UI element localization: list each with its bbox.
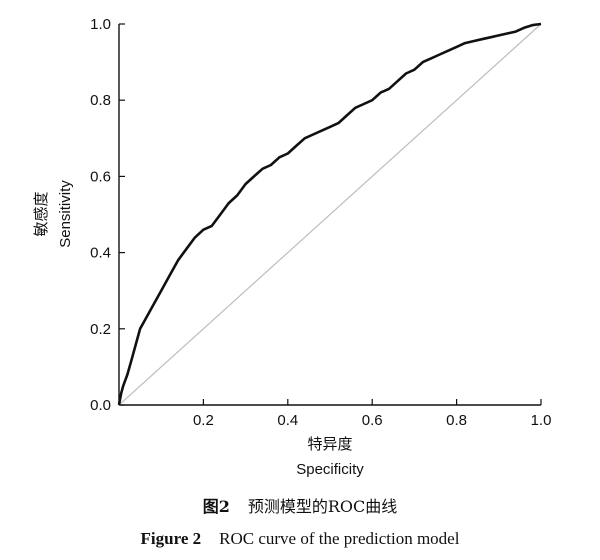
y-tick-label: 1.0 (90, 16, 111, 33)
roc-curve-line (117, 22, 542, 406)
caption-cn-text: 预测模型的ROC曲线 (248, 497, 397, 516)
axes (118, 24, 541, 406)
y-tick-label: 0.6 (90, 168, 111, 185)
x-tick-label: 1.0 (531, 412, 552, 429)
caption-en-label: Figure 2 (141, 529, 202, 548)
y-tick-label: 0.2 (90, 321, 111, 338)
x-tick-label: 0.6 (362, 412, 383, 429)
y-axis-label-cn: 敏感度 (33, 191, 50, 236)
y-axis-label-en: Sensitivity (57, 180, 74, 248)
x-tick-label: 0.2 (193, 412, 214, 429)
caption-cn: 图2 预测模型的ROC曲线 (203, 497, 398, 516)
x-axis-label-en: Specificity (296, 461, 364, 478)
x-axis-label-cn: 特异度 (307, 436, 352, 453)
ticks: 0.2 0.4 0.6 0.8 1.0 0.0 0.2 0.4 0.6 0.8 1.0 (90, 16, 551, 429)
caption-en: Figure 2 ROC curve of the prediction mod… (141, 529, 460, 548)
x-tick-label: 0.8 (446, 412, 467, 429)
series-layer (117, 22, 542, 406)
x-tick-label: 0.4 (277, 412, 298, 429)
reference-diagonal-line (118, 23, 542, 406)
y-tick-label: 0.4 (90, 245, 111, 262)
y-tick-label: 0.8 (90, 92, 111, 109)
caption-cn-label: 图2 (203, 497, 230, 516)
caption-en-text: ROC curve of the prediction model (219, 529, 460, 548)
y-tick-label: 0.0 (90, 397, 111, 414)
